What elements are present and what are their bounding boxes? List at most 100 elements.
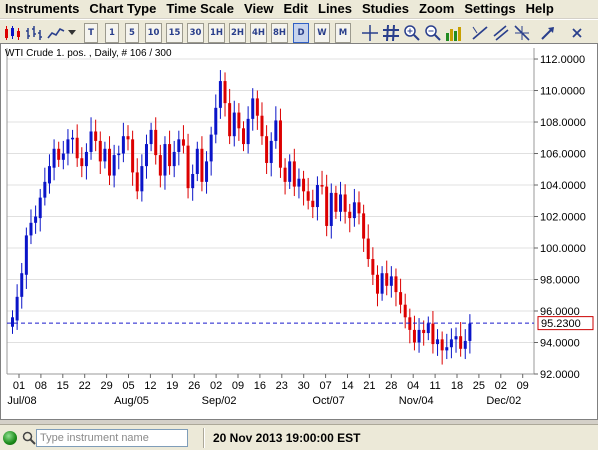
x-tick-label: 21 [363, 380, 375, 392]
y-tick-label: 94.0000 [540, 338, 580, 350]
candle-body [375, 274, 379, 294]
timeframe-m[interactable]: M [335, 23, 351, 43]
menu-chart-type[interactable]: Chart Type [89, 1, 157, 16]
search-icon[interactable] [22, 431, 36, 445]
candle-body [265, 136, 269, 163]
candle-body [47, 166, 51, 184]
candle-body [168, 144, 172, 167]
candle-body [205, 161, 209, 182]
candle-body [89, 131, 93, 152]
candle-body [417, 329, 421, 343]
menu-time-scale[interactable]: Time Scale [166, 1, 235, 16]
candle-body [84, 151, 88, 167]
candle-body [57, 148, 61, 160]
candle-body [385, 273, 389, 286]
candle-body [242, 128, 245, 145]
menu-help[interactable]: Help [525, 1, 554, 16]
arrow-tool-icon[interactable] [538, 23, 558, 43]
candle-body [75, 137, 79, 159]
candlestick-chart-icon[interactable] [2, 23, 22, 43]
x-month-label: Nov/04 [399, 395, 434, 407]
close-icon[interactable] [568, 23, 586, 43]
timeframe-4h[interactable]: 4H [250, 23, 267, 43]
y-tick-label: 106.0000 [540, 149, 586, 161]
trend-channel-icon[interactable] [491, 23, 511, 43]
timeframe-1h[interactable]: 1H [208, 23, 225, 43]
candle-body [195, 148, 199, 174]
candle-body [24, 235, 28, 275]
candle-body [177, 139, 181, 152]
candle-body [117, 153, 121, 156]
chevron-down-icon[interactable] [66, 23, 78, 43]
timeframe-5[interactable]: 5 [125, 23, 139, 43]
current-price-box [537, 316, 594, 331]
crosshair-icon[interactable] [360, 23, 380, 43]
x-tick-label: 23 [276, 380, 288, 392]
menu-settings[interactable]: Settings [464, 1, 516, 16]
timeframe-w[interactable]: W [314, 23, 330, 43]
grid-icon[interactable] [381, 23, 401, 43]
y-tick-label: 92.0000 [540, 369, 580, 381]
candle-body [29, 222, 33, 236]
candle-body [315, 185, 319, 208]
timeframe-1[interactable]: 1 [105, 23, 119, 43]
timeframe-15[interactable]: 15 [166, 23, 183, 43]
timeframe-8h[interactable]: 8H [271, 23, 288, 43]
candle-body [366, 238, 370, 260]
timeframe-2h[interactable]: 2H [229, 23, 246, 43]
candle-body [52, 148, 56, 168]
x-month-label: Sep/02 [202, 395, 237, 407]
connection-status-icon [3, 431, 17, 445]
candle-body [11, 317, 14, 327]
candle-body [186, 145, 190, 189]
x-tick-label: 01 [13, 380, 25, 392]
x-tick-label: 19 [166, 380, 178, 392]
candle-body [311, 200, 315, 208]
line-chart-icon[interactable] [46, 23, 66, 43]
status-datetime: 20 Nov 2013 19:00:00 EST [213, 431, 361, 445]
x-month-label: Jul/08 [7, 395, 36, 407]
timeframe-10[interactable]: 10 [145, 23, 162, 43]
timeframe-d[interactable]: D [293, 23, 309, 43]
menu-edit[interactable]: Edit [283, 1, 308, 16]
timeframe-30[interactable]: 30 [187, 23, 204, 43]
zoom-in-icon[interactable] [402, 23, 422, 43]
candle-body [468, 323, 472, 341]
x-month-label: Oct/07 [312, 395, 344, 407]
chart-panel[interactable]: 92.0000 94.0000 96.0000 98.0000 100.0000 102.… [0, 43, 598, 420]
candle-body [394, 276, 398, 293]
candle-body [426, 323, 430, 334]
fibonacci-icon[interactable] [512, 23, 532, 43]
candle-body [269, 140, 273, 163]
candle-body [343, 194, 347, 212]
instrument-search-input[interactable] [36, 429, 188, 447]
status-bar: 20 Nov 2013 19:00:00 EST [0, 424, 598, 450]
y-tick-label: 112.0000 [540, 54, 585, 66]
toolbar: T 1 5 10 15 30 1H 2H 4H 8H D W M [0, 19, 598, 46]
x-tick-label: 07 [319, 380, 331, 392]
candle-body [223, 81, 227, 104]
candle-body [103, 148, 107, 162]
candle-body [255, 98, 259, 116]
draw-line-icon[interactable] [470, 23, 490, 43]
volume-bars-icon[interactable] [444, 23, 464, 43]
candle-body [297, 178, 301, 187]
candle-body [154, 129, 158, 156]
candle-body [463, 340, 467, 349]
candle-body [449, 339, 453, 348]
candle-body [246, 118, 250, 145]
menu-view[interactable]: View [244, 1, 274, 16]
menu-studies[interactable]: Studies [361, 1, 409, 16]
x-tick-label: 11 [429, 380, 440, 392]
timeframe-t[interactable]: T [84, 23, 98, 43]
zoom-out-icon[interactable] [423, 23, 443, 43]
menu-zoom[interactable]: Zoom [418, 1, 455, 16]
candle-body [352, 202, 356, 219]
price-chart[interactable]: 92.0000 94.0000 96.0000 98.0000 100.0000 102.… [1, 44, 597, 419]
bar-chart-icon[interactable] [24, 23, 44, 43]
menu-lines[interactable]: Lines [318, 1, 352, 16]
candle-body [440, 339, 444, 351]
menu-instruments[interactable]: Instruments [5, 1, 80, 16]
x-tick-label: 18 [451, 380, 463, 392]
x-tick-label: 28 [385, 380, 397, 392]
